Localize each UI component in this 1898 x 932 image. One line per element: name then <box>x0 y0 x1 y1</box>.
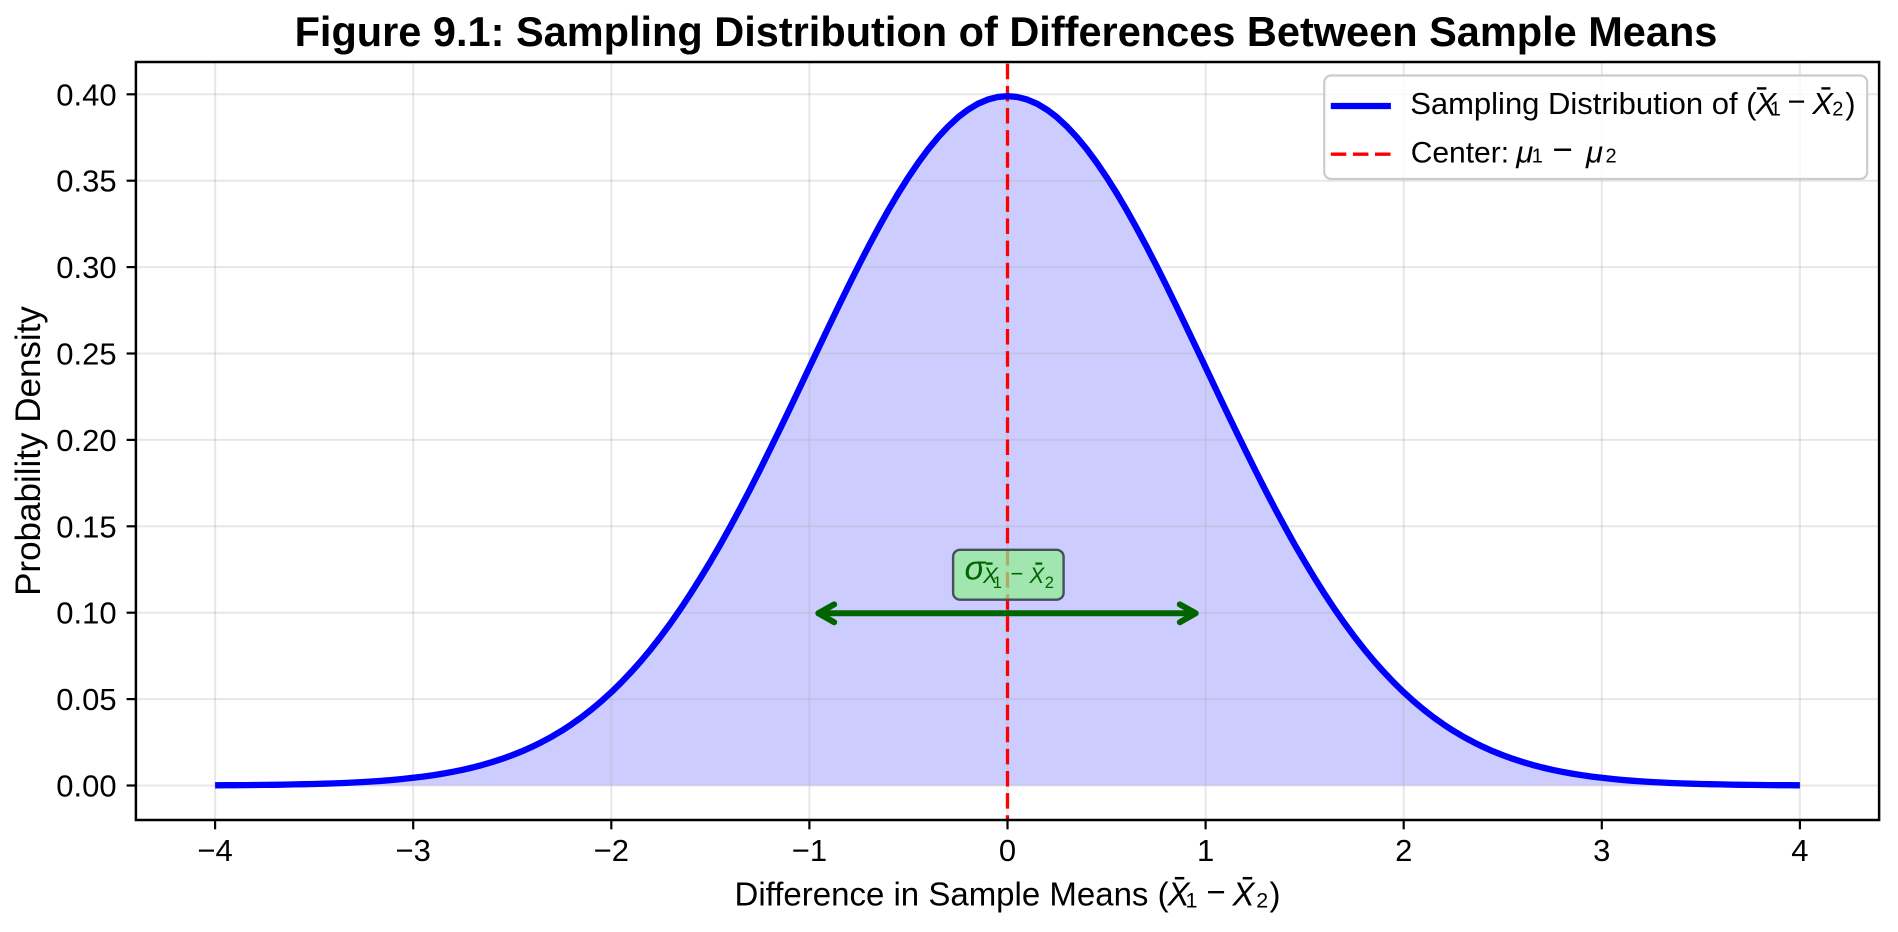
svg-text:−2: −2 <box>594 833 629 868</box>
svg-text:X: X <box>1755 86 1778 121</box>
svg-text:−: − <box>1553 131 1573 170</box>
svg-text:X: X <box>1029 563 1046 588</box>
svg-text:1: 1 <box>993 574 1002 592</box>
svg-text:1: 1 <box>1770 99 1781 121</box>
svg-text:0.40: 0.40 <box>56 77 116 112</box>
svg-text:Difference in Sample Means (: Difference in Sample Means ( <box>735 876 1169 913</box>
svg-text:X: X <box>1167 876 1192 913</box>
svg-text:2: 2 <box>1256 888 1268 912</box>
svg-text:−1: −1 <box>792 833 827 868</box>
svg-text:X: X <box>982 563 999 588</box>
svg-text:0.15: 0.15 <box>56 509 116 544</box>
svg-text:1: 1 <box>1197 833 1214 868</box>
svg-text:2: 2 <box>1045 574 1054 592</box>
svg-text:0.30: 0.30 <box>56 250 116 285</box>
svg-text:2: 2 <box>1395 833 1412 868</box>
svg-text:): ) <box>1845 86 1855 121</box>
svg-text:μ: μ <box>1585 134 1603 169</box>
svg-text:2: 2 <box>1606 146 1617 168</box>
svg-text:Probability Density: Probability Density <box>9 306 48 596</box>
svg-text:X: X <box>1811 86 1834 121</box>
svg-text:0.10: 0.10 <box>56 596 116 631</box>
svg-text:−3: −3 <box>396 833 431 868</box>
svg-text:Sampling Distribution of (: Sampling Distribution of ( <box>1410 86 1757 121</box>
svg-text:μ: μ <box>1515 134 1533 169</box>
svg-text:2: 2 <box>1832 99 1843 121</box>
svg-text:0.05: 0.05 <box>56 682 116 717</box>
svg-text:−: − <box>1011 561 1024 586</box>
svg-text:−4: −4 <box>197 833 232 868</box>
svg-text:−: − <box>1788 84 1806 119</box>
svg-text:−: − <box>1207 873 1226 910</box>
svg-text:): ) <box>1270 876 1281 913</box>
svg-text:Center:: Center: <box>1411 136 1509 169</box>
svg-text:0: 0 <box>999 833 1016 868</box>
svg-text:0.25: 0.25 <box>56 337 116 372</box>
svg-text:X: X <box>1232 876 1257 913</box>
svg-text:σ: σ <box>965 549 987 587</box>
svg-text:4: 4 <box>1791 833 1808 868</box>
svg-text:3: 3 <box>1593 833 1610 868</box>
svg-text:0.20: 0.20 <box>56 423 116 458</box>
svg-text:0.35: 0.35 <box>56 164 116 199</box>
svg-text:1: 1 <box>1186 888 1198 912</box>
svg-text:0.00: 0.00 <box>56 769 116 804</box>
svg-text:1: 1 <box>1532 146 1543 168</box>
svg-text:Figure 9.1: Sampling Distribut: Figure 9.1: Sampling Distribution of Dif… <box>295 8 1718 55</box>
